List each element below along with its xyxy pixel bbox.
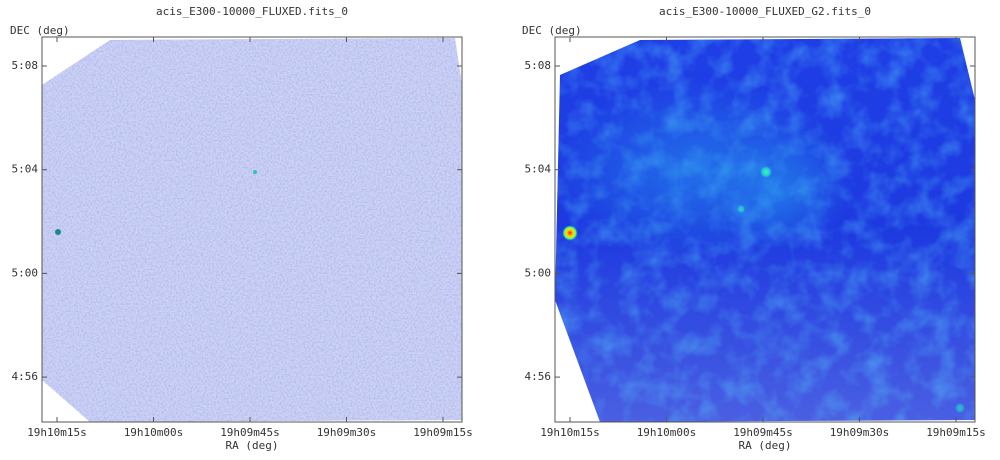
y-tick-label: 5:00	[525, 266, 552, 279]
y-tick-label: 4:56	[12, 370, 39, 383]
x-tick-label: 19h09m45s	[220, 426, 280, 439]
y-axis-label: DEC (deg)	[522, 24, 582, 37]
plot-frame	[41, 36, 463, 423]
panel-title: acis_E300-10000_FLUXED.fits_0	[156, 5, 348, 18]
x-axis-label: RA (deg)	[739, 439, 792, 452]
panel-title: acis_E300-10000_FLUXED_G2.fits_0	[659, 5, 871, 18]
x-tick-label: 19h10m15s	[27, 426, 87, 439]
x-tick-label: 19h10m15s	[540, 426, 600, 439]
x-tick-label: 19h09m15s	[926, 426, 986, 439]
y-tick-label: 5:00	[12, 266, 39, 279]
plot-frame	[554, 36, 976, 423]
y-tick-label: 5:04	[12, 163, 39, 176]
x-tick-label: 19h09m30s	[317, 426, 377, 439]
x-axis-label: RA (deg)	[226, 439, 279, 452]
x-tick-label: 19h10m00s	[637, 426, 697, 439]
x-tick-label: 19h09m45s	[733, 426, 793, 439]
x-tick-label: 19h09m15s	[413, 426, 473, 439]
x-tick-label: 19h09m30s	[830, 426, 890, 439]
y-tick-label: 5:08	[525, 59, 552, 72]
y-tick-label: 5:04	[525, 163, 552, 176]
y-tick-label: 5:08	[12, 59, 39, 72]
y-tick-label: 4:56	[525, 370, 552, 383]
image-raw	[42, 38, 462, 422]
y-axis-label: DEC (deg)	[10, 24, 70, 37]
image-smoothed	[550, 38, 975, 422]
x-tick-label: 19h10m00s	[124, 426, 184, 439]
